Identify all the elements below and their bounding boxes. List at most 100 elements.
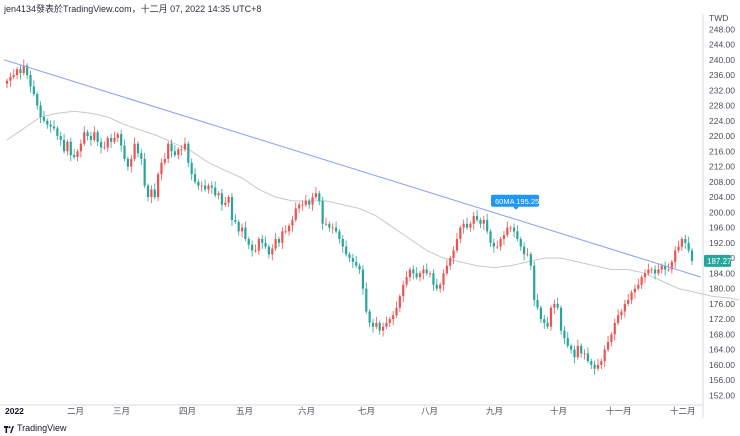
candle-body [637,284,640,289]
candle-body [600,361,603,365]
candle-body [465,223,469,228]
candle-body [633,288,637,293]
candle-body [318,193,321,201]
candle-body [425,269,428,274]
candle-body [412,269,415,274]
candle-body [469,223,472,228]
candle-body [116,134,119,138]
candle-body [133,143,136,159]
candle-body [197,181,200,186]
candle-body [418,273,422,278]
y-tick-label: 152.00 [709,390,735,400]
ma-label-text: 60MA 195.25 [495,197,539,206]
candle-body [660,265,663,270]
candle-body [301,204,304,206]
y-tick-label: 204.00 [709,192,735,202]
candle-body [49,124,52,127]
candle-body [388,319,391,323]
candle-body [576,345,579,358]
candle-body [32,86,35,95]
candle-body [442,273,445,285]
candle-body [667,269,670,271]
candle-body [630,292,633,301]
candle-body [435,284,438,289]
candle-body [214,187,217,196]
candles-layer [5,59,694,375]
footer-brand[interactable]: TradingView [4,423,67,433]
candle-body [157,174,160,198]
candle-body [341,239,344,247]
tradingview-logo-icon [4,425,14,433]
candle-body [331,227,334,229]
candle-body [52,126,56,129]
candle-body [502,235,506,240]
trendline-layer[interactable] [3,59,702,278]
candle-body [640,277,643,285]
candle-body [445,265,448,274]
candle-body [459,227,462,240]
chart-header: jen4134發表於TradingView.com，十二月 07, 2022 1… [4,4,262,14]
candle-body [596,364,600,369]
candle-body [690,250,694,261]
candle-body [150,189,153,198]
y-tick-label: 200.00 [709,207,735,217]
last-price-text: 187.27 [707,257,732,266]
candle-body [643,273,647,278]
y-tick-label: 192.00 [709,238,735,248]
candle-body [230,197,234,220]
candle-body [73,155,76,158]
candle-body [227,197,230,203]
candle-body [294,208,297,220]
candle-body [509,227,512,229]
candle-body [79,143,82,152]
ma-label-pointer [513,206,519,210]
candle-body [687,242,690,251]
candle-body [39,105,42,117]
candle-body [274,239,277,249]
x-axis[interactable]: 2022 二月 三月 四月 五月 六月 七月 八月 九月 十月 十一月 十二月 [5,406,696,416]
candle-body [304,200,307,205]
candle-body [321,200,324,224]
candle-body [200,185,203,187]
candle-body [657,269,660,274]
candle-body [559,307,563,331]
x-tick-label: 2022 [5,406,24,416]
candle-body [83,132,86,144]
candle-body [684,239,687,243]
x-tick-label: 四月 [179,406,196,416]
chart-frame [0,14,704,418]
candle-body [29,75,32,87]
x-tick-label: 二月 [67,406,84,416]
candle-body [69,141,72,156]
candle-body [365,288,368,312]
candle-body [462,223,465,228]
candle-body [281,231,284,243]
candle-body [617,315,620,323]
candle-body [298,204,301,209]
candle-body [549,307,553,327]
candle-body [519,239,522,247]
candle-body [210,185,213,188]
candle-body [338,231,341,240]
candle-body [103,147,106,149]
candle-body [496,246,499,248]
candle-body [136,143,140,154]
candle-body [428,273,432,275]
candle-body [167,143,170,159]
candle-body [93,132,96,140]
candle-body [106,137,109,148]
trendline[interactable] [3,59,702,278]
y-tick-label: 184.00 [709,268,735,278]
x-tick-label: 十月 [550,406,567,416]
candle-body [5,80,9,84]
candle-body [653,269,657,274]
candle-body [291,219,294,226]
candle-body [348,254,351,259]
candle-body [439,284,442,289]
candle-body [580,345,583,354]
last-price-badge [704,254,731,267]
candle-body [603,349,606,362]
candle-body [586,353,590,362]
